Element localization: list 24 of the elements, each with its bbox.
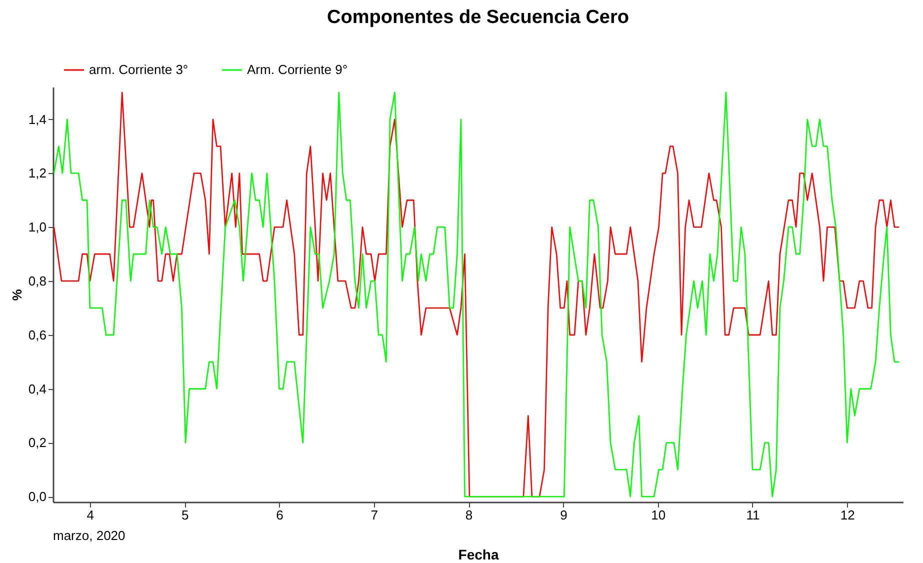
line-series [53,92,900,498]
x-tick-label: 6 [276,508,284,522]
y-tick-label: 0,2 [28,435,46,450]
text: marzo, 2020 [53,528,126,543]
y-tick-label: 0,6 [28,327,46,342]
x-tick-label: 11 [746,508,760,522]
x-tick-label: 10 [651,508,666,522]
y-tick-label: 1,2 [28,166,46,181]
y-tick-label: 1,0 [28,220,46,235]
legend-label: arm. Corriente 3° [89,62,188,77]
x-tick-label: 9 [560,508,568,522]
chart-title: Componentes de Secuencia Cero [327,7,629,28]
x-tick-label: 5 [181,508,189,522]
y-tick-label: 0,0 [28,489,46,504]
y-axis-title: % [9,288,24,301]
x-axis-title: Fecha [458,546,499,562]
x-tick-label: 12 [840,508,855,522]
x-tick-label: 4 [86,508,94,522]
y-tick-label: 0,8 [28,274,46,289]
x-tick-label: 8 [465,508,473,522]
y-tick-label: 1,4 [28,112,46,127]
x-tick-label: 7 [370,508,378,522]
legend-label: Arm. Corriente 9° [247,62,348,77]
y-tick-label: 0,4 [28,381,46,396]
